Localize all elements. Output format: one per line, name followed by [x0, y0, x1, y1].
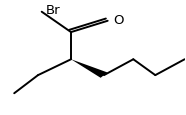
Polygon shape — [71, 60, 107, 78]
Text: Br: Br — [45, 4, 60, 17]
Text: O: O — [113, 14, 124, 27]
